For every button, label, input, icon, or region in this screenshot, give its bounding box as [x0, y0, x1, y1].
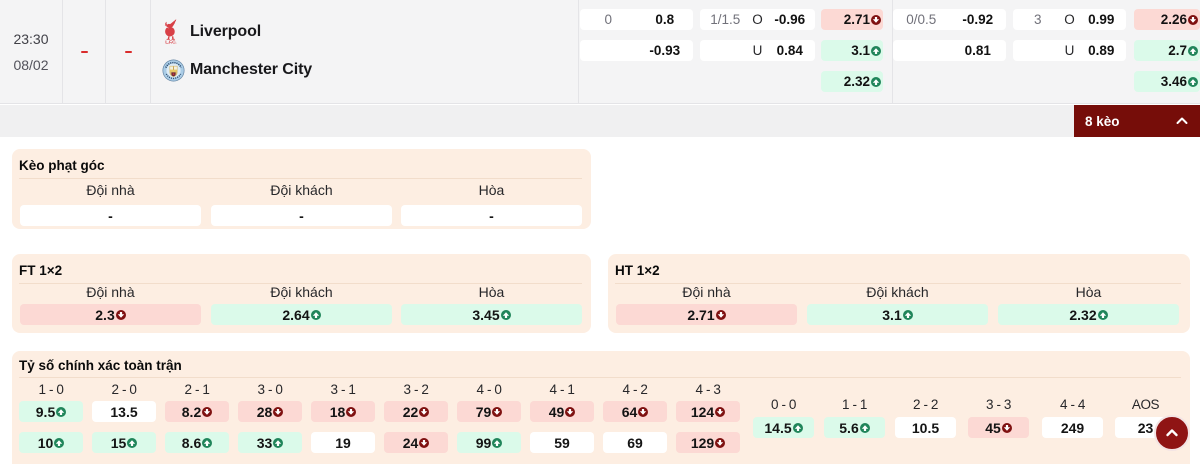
svg-text:L.F.C.: L.F.C.	[165, 40, 176, 45]
